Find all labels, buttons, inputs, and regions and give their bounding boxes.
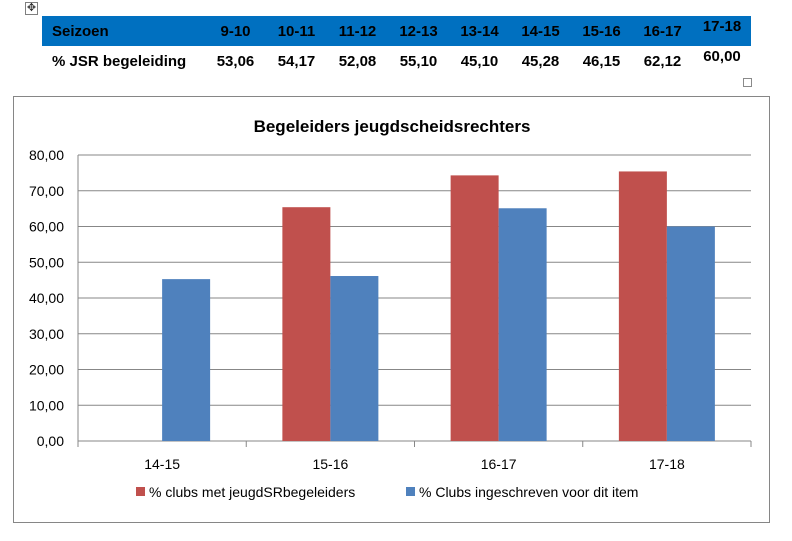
value-cell: 54,17 xyxy=(277,52,316,70)
value-cell: 52,08 xyxy=(338,52,377,70)
row-label: % JSR begeleiding xyxy=(52,52,187,70)
y-tick-label: 0,00 xyxy=(37,433,64,449)
value-cell: 53,06 xyxy=(216,52,255,70)
bar xyxy=(282,207,331,441)
x-tick-label: 14-15 xyxy=(144,456,180,472)
y-tick-label: 10,00 xyxy=(29,397,64,413)
x-tick-label: 16-17 xyxy=(481,456,517,472)
table-data-row: % JSR begeleiding 53,06 54,17 52,08 55,1… xyxy=(42,46,751,76)
season-table: Seizoen 9-10 10-11 11-12 12-13 13-14 14-… xyxy=(42,16,751,76)
chart-frame[interactable]: Begeleiders jeugdscheidsrechters 0,00 10,… xyxy=(13,96,770,523)
y-tick-label: 60,00 xyxy=(29,219,64,235)
y-tick-label: 50,00 xyxy=(29,254,64,270)
season-cell: 13-14 xyxy=(449,16,510,46)
bar-chart: Begeleiders jeugdscheidsrechters 0,00 10,… xyxy=(29,117,752,500)
bar xyxy=(618,171,667,441)
bar xyxy=(666,226,715,441)
bar xyxy=(162,279,211,441)
season-cell: 9-10 xyxy=(205,16,266,46)
season-cell: 10-11 xyxy=(266,16,327,46)
legend-swatch xyxy=(406,487,415,496)
season-cell: 17-18 xyxy=(693,16,751,46)
legend-label: % Clubs ingeschreven voor dit item xyxy=(419,484,638,500)
season-cell: 12-13 xyxy=(388,16,449,46)
table-header-row: Seizoen 9-10 10-11 11-12 12-13 13-14 14-… xyxy=(42,16,751,46)
resize-handle-icon[interactable] xyxy=(743,78,752,87)
legend-swatch xyxy=(136,487,145,496)
value-cell: 55,10 xyxy=(399,52,438,70)
bar xyxy=(498,208,547,441)
bar xyxy=(330,276,379,441)
value-cell: 62,12 xyxy=(643,52,682,70)
y-tick-label: 80,00 xyxy=(29,147,64,163)
bar xyxy=(450,175,499,441)
x-tick-label: 17-18 xyxy=(649,456,685,472)
season-cell: 15-16 xyxy=(571,16,632,46)
value-cell: 45,28 xyxy=(521,52,560,70)
y-tick-label: 40,00 xyxy=(29,290,64,306)
y-tick-label: 20,00 xyxy=(29,362,64,378)
header-label: Seizoen xyxy=(42,16,205,46)
value-cell: 60,00 xyxy=(703,48,741,65)
chart-title: Begeleiders jeugdscheidsrechters xyxy=(254,117,531,136)
season-cell: 16-17 xyxy=(632,16,693,46)
move-arrows-icon[interactable]: ✥ xyxy=(25,2,38,15)
y-tick-label: 70,00 xyxy=(29,183,64,199)
legend-label: % clubs met jeugdSRbegeleiders xyxy=(149,484,355,500)
season-cell: 11-12 xyxy=(327,16,388,46)
season-cell: 14-15 xyxy=(510,16,571,46)
x-tick-label: 15-16 xyxy=(312,456,348,472)
value-cell: 45,10 xyxy=(460,52,499,70)
value-cell: 46,15 xyxy=(582,52,621,70)
y-tick-label: 30,00 xyxy=(29,326,64,342)
